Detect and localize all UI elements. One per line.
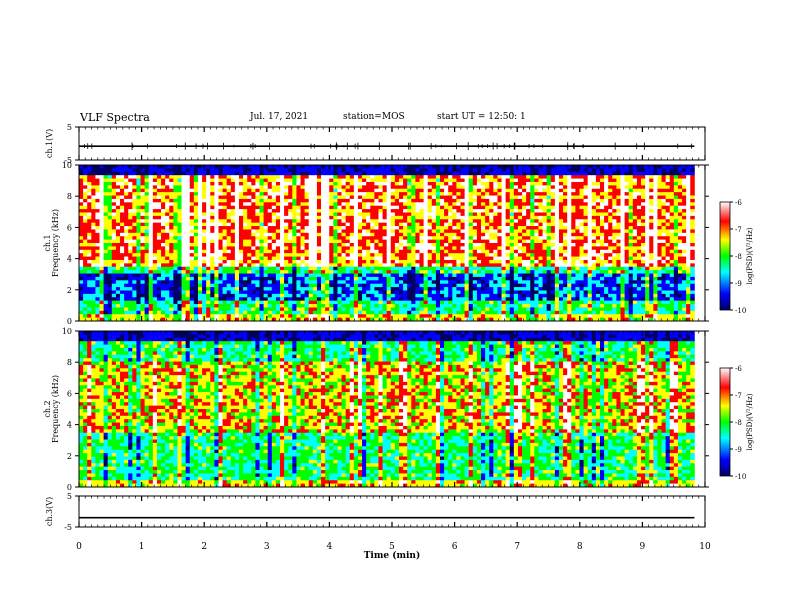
- x-tick-label: 3: [264, 542, 270, 552]
- y-tick-label: 0: [67, 483, 72, 492]
- y-tick-label: 10: [62, 161, 72, 170]
- y-axis-label: ch.1: [43, 234, 52, 251]
- x-tick-label: 9: [640, 542, 646, 552]
- y-tick-label: 8: [67, 358, 72, 367]
- x-tick-label: 1: [139, 542, 145, 552]
- y-tick-label: 2: [67, 286, 72, 295]
- colorbar-tick-label: -8: [735, 253, 742, 261]
- x-tick-label: 8: [577, 542, 583, 552]
- y-axis-label: Frequency (kHz): [51, 375, 60, 443]
- date-label: Jul. 17, 2021: [250, 112, 309, 122]
- colorbar-tick-label: -10: [735, 307, 746, 315]
- y-tick-label: 0: [67, 317, 72, 326]
- y-axis-label: ch.1(V): [45, 129, 54, 158]
- colorbar-tick-label: -7: [735, 392, 742, 400]
- x-tick-label: 5: [389, 542, 395, 552]
- y-tick-label: 8: [67, 192, 72, 201]
- x-tick-label: 4: [327, 542, 333, 552]
- y-tick-label: -5: [64, 523, 72, 532]
- colorbar-label: log(PSD)(V²/Hz): [746, 227, 754, 284]
- colorbar-tick-label: -6: [735, 199, 742, 207]
- y-tick-label: 10: [62, 327, 72, 336]
- spectrogram-ch1: [79, 165, 695, 322]
- y-tick-label: 6: [67, 389, 72, 398]
- y-tick-label: 6: [67, 223, 72, 232]
- colorbar-tick-label: -9: [735, 280, 742, 288]
- y-tick-label: -5: [64, 156, 72, 165]
- colorbar-label: log(PSD)(V²/Hz): [746, 393, 754, 450]
- y-tick-label: 5: [67, 492, 72, 501]
- x-tick-label: 10: [699, 542, 711, 552]
- colorbar: [719, 367, 731, 477]
- figure-title: VLF Spectra: [80, 111, 150, 124]
- y-tick-label: 5: [67, 123, 72, 132]
- colorbar-tick-label: -8: [735, 419, 742, 427]
- x-tick-label: 0: [76, 542, 82, 552]
- x-tick-label: 2: [201, 542, 207, 552]
- y-tick-label: 2: [67, 452, 72, 461]
- spectrogram-ch2: [79, 331, 695, 488]
- x-axis-label: Time (min): [364, 550, 421, 561]
- y-axis-label: Frequency (kHz): [51, 209, 60, 277]
- station-label: station=MOS: [343, 112, 405, 122]
- start-time-label: start UT = 12:50: 1: [437, 112, 526, 122]
- colorbar: [719, 201, 731, 311]
- x-tick-label: 7: [514, 542, 520, 552]
- y-axis-label: ch.2: [43, 400, 52, 417]
- colorbar-tick-label: -7: [735, 226, 742, 234]
- y-tick-label: 4: [67, 421, 72, 430]
- y-axis-label: ch.3(V): [45, 497, 54, 526]
- colorbar-tick-label: -6: [735, 365, 742, 373]
- colorbar-tick-label: -10: [735, 473, 746, 481]
- y-tick-label: 4: [67, 255, 72, 264]
- x-tick-label: 6: [452, 542, 458, 552]
- colorbar-tick-label: -9: [735, 446, 742, 454]
